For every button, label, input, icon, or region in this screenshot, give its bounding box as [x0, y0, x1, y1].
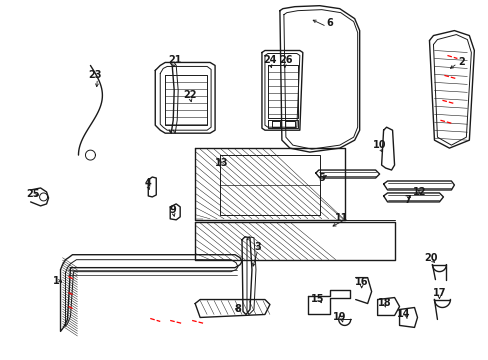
Text: 20: 20	[424, 253, 437, 263]
Text: 7: 7	[404, 195, 410, 205]
Text: 19: 19	[332, 312, 346, 323]
Text: 5: 5	[318, 173, 325, 183]
Text: 23: 23	[88, 71, 102, 80]
Text: 11: 11	[334, 213, 348, 223]
Text: 18: 18	[377, 297, 390, 307]
Text: 9: 9	[169, 205, 176, 215]
Text: 22: 22	[183, 90, 197, 100]
Text: 26: 26	[279, 55, 292, 66]
Text: 1: 1	[53, 276, 60, 285]
Text: 10: 10	[372, 140, 386, 150]
Text: 4: 4	[144, 178, 151, 188]
Text: 25: 25	[26, 189, 39, 199]
Text: 12: 12	[412, 187, 426, 197]
Text: 2: 2	[457, 58, 464, 67]
Text: 24: 24	[263, 55, 276, 66]
Text: 8: 8	[234, 305, 241, 315]
Text: 16: 16	[354, 276, 367, 287]
Text: 6: 6	[325, 18, 332, 28]
Text: 14: 14	[396, 310, 409, 319]
Text: 3: 3	[254, 242, 261, 252]
Text: 15: 15	[310, 293, 324, 303]
Text: 17: 17	[432, 288, 445, 298]
Text: 13: 13	[215, 158, 228, 168]
Text: 21: 21	[168, 55, 182, 66]
